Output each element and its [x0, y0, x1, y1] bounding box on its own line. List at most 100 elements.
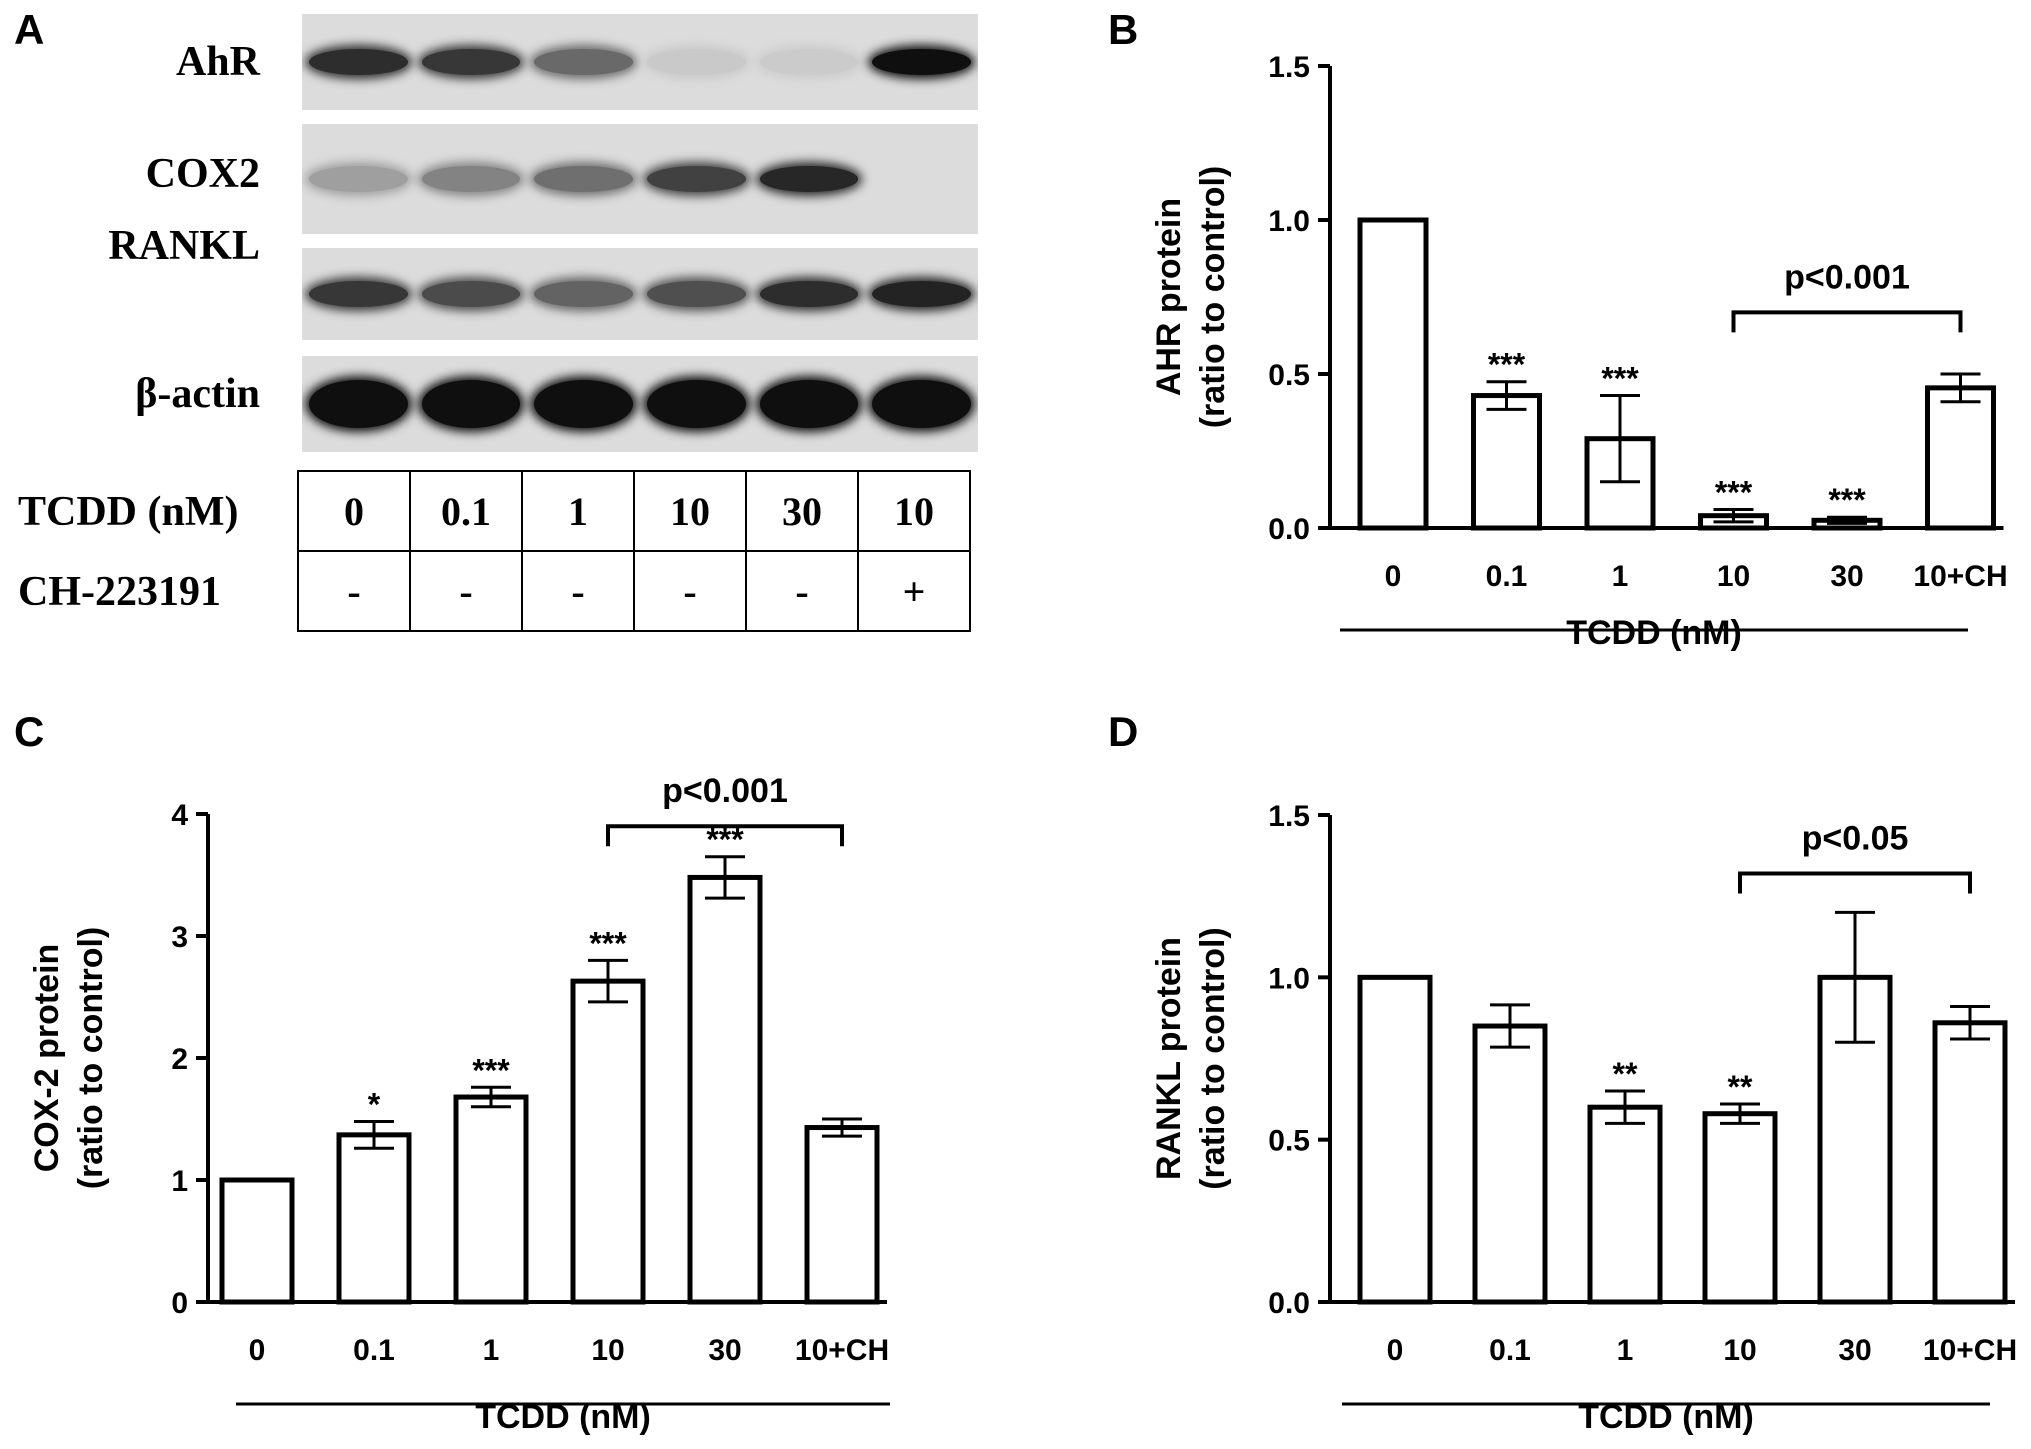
x-tick-label: 0.1 — [1486, 560, 1528, 593]
ch-cell: + — [857, 550, 971, 632]
panel-letter-c: C — [14, 708, 45, 755]
x-tick-label: 0 — [1387, 1334, 1404, 1367]
blot-strip-actin — [302, 356, 978, 452]
significance-bracket — [606, 824, 844, 847]
ch-row-label: CH-223191 — [18, 569, 221, 615]
bar — [1472, 1023, 1548, 1305]
blot-band — [872, 281, 971, 307]
significance-mark: *** — [1715, 475, 1753, 511]
blot-strip-cox2 — [302, 124, 978, 234]
blot-band — [534, 166, 633, 192]
y-tick-label: 1.0 — [1268, 205, 1310, 238]
x-tick-label: 0.1 — [1489, 1334, 1531, 1367]
bar — [687, 874, 763, 1305]
western-blot-panel: AhR COX2 RANKL β-actin TCDD (nM) CH-2231… — [0, 0, 990, 650]
significance-mark: *** — [472, 1052, 510, 1088]
x-axis-label: TCDD (nM) — [475, 1398, 651, 1436]
x-tick-label: 1 — [1612, 560, 1629, 593]
x-tick-label: 10 — [591, 1334, 624, 1367]
blot-label-ahr: AhR — [175, 39, 260, 85]
blot-label-actin: β-actin — [135, 371, 260, 417]
bar — [1357, 217, 1429, 531]
bar — [1587, 1104, 1663, 1305]
blot-band — [759, 166, 859, 192]
tcdd-cell: 30 — [745, 470, 859, 552]
blot-band — [534, 281, 633, 307]
y-tick-label: 4 — [171, 799, 188, 832]
blot-label-cox2: COX2 — [145, 151, 260, 197]
y-tick-label: 0.0 — [1268, 1287, 1310, 1320]
ch-cell: - — [521, 550, 635, 632]
x-tick-label: 10+CH — [1923, 1334, 2017, 1367]
y-axis-label: (ratio to control) — [72, 927, 110, 1190]
p-value-label: p<0.05 — [1802, 819, 1909, 857]
ch-row: - - - - - + — [297, 550, 971, 632]
tcdd-cell: 0 — [297, 470, 411, 552]
blot-band — [534, 49, 633, 75]
blot-band — [647, 166, 746, 192]
tcdd-cell: 0.1 — [409, 470, 523, 552]
y-axis-label: AHR protein — [1150, 198, 1188, 396]
tcdd-cell: 1 — [521, 470, 635, 552]
p-value-label: p<0.001 — [1784, 258, 1910, 296]
x-tick-label: 1 — [1617, 1334, 1634, 1367]
significance-bracket — [1731, 310, 1963, 333]
tcdd-cell: 10 — [633, 470, 747, 552]
y-tick-label: 0 — [171, 1287, 188, 1320]
tcdd-row: 0 0.1 1 10 30 10 — [297, 470, 971, 552]
x-axis-label: TCDD (nM) — [1578, 1398, 1754, 1436]
x-tick-label: 0 — [1385, 560, 1402, 593]
ch-cell: - — [745, 550, 859, 632]
y-tick-label: 2 — [171, 1043, 188, 1076]
x-tick-label: 10 — [1717, 560, 1750, 593]
y-axis-label: (ratio to control) — [1194, 166, 1232, 429]
y-tick-label: 1.5 — [1268, 800, 1310, 833]
p-value-label: p<0.001 — [662, 772, 788, 810]
significance-mark: ** — [1728, 1069, 1753, 1105]
significance-bracket — [1738, 871, 1972, 894]
bar — [219, 1177, 295, 1305]
bar — [570, 978, 646, 1305]
x-axis-label: TCDD (nM) — [1566, 614, 1742, 652]
blot-band — [309, 49, 408, 75]
blot-band — [421, 49, 521, 75]
x-tick-label: 10 — [1723, 1334, 1756, 1367]
ch-cell: - — [297, 550, 411, 632]
bar — [1357, 974, 1433, 1305]
blot-label-rankl: RANKL — [108, 223, 260, 269]
bar — [1925, 385, 1996, 531]
y-axis-label: (ratio to control) — [1194, 927, 1232, 1190]
blot-band — [872, 49, 971, 75]
y-axis-label: RANKL protein — [1150, 937, 1188, 1180]
bar — [1702, 1111, 1778, 1305]
panel-letter-d: D — [1108, 708, 1139, 755]
blot-strip-ahr — [302, 14, 978, 110]
x-tick-label: 30 — [708, 1334, 741, 1367]
y-tick-label: 0.5 — [1268, 359, 1310, 392]
blot-band — [759, 380, 859, 428]
blot-band — [309, 281, 408, 307]
y-tick-label: 1.5 — [1268, 51, 1310, 84]
blot-band — [421, 166, 521, 192]
blot-band — [872, 380, 971, 428]
significance-mark: *** — [1828, 482, 1866, 518]
x-tick-label: 10+CH — [795, 1334, 889, 1367]
x-tick-label: 0.1 — [353, 1334, 395, 1367]
bar — [804, 1125, 880, 1305]
y-tick-label: 3 — [171, 921, 188, 954]
treatment-table: 0 0.1 1 10 30 10 - - - - - + — [297, 470, 971, 632]
significance-mark: *** — [589, 925, 627, 961]
blot-band — [647, 380, 746, 428]
x-tick-label: 30 — [1838, 1334, 1871, 1367]
x-tick-label: 30 — [1830, 560, 1863, 593]
blot-band — [534, 380, 633, 428]
y-tick-label: 0.5 — [1268, 1125, 1310, 1158]
blot-strip-rankl — [302, 248, 978, 340]
y-tick-label: 1.0 — [1268, 962, 1310, 995]
ch-cell: - — [409, 550, 523, 632]
significance-mark: * — [368, 1086, 381, 1122]
bar — [1471, 393, 1542, 531]
bar — [1932, 1020, 2008, 1305]
panel-letter-b: B — [1108, 6, 1139, 53]
